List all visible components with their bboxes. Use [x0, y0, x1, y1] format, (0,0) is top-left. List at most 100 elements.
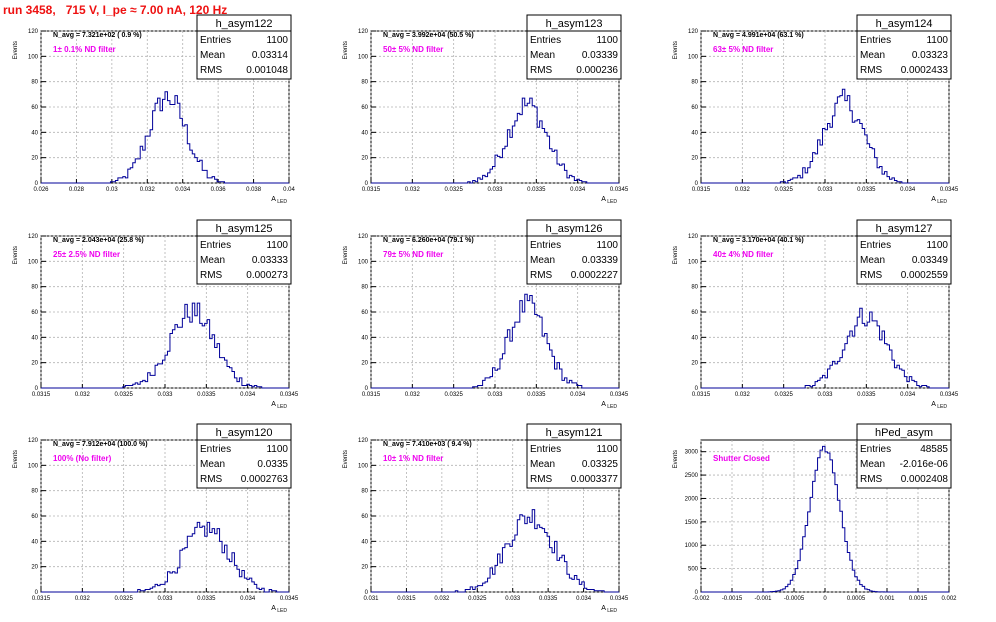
x-tick-label: 0.028 [69, 187, 85, 193]
stats-box [856, 423, 952, 489]
y-tick-label: 120 [688, 29, 699, 35]
y-tick-label: 60 [31, 514, 38, 520]
stats-box [196, 219, 292, 285]
stats-value: 0.0002408 [901, 474, 949, 485]
x-tick-label: 0.0345 [940, 187, 959, 193]
x-axis-label: A LED [931, 401, 947, 410]
x-tick-label: 0.0325 [774, 187, 793, 193]
x-tick-label: -0.001 [754, 596, 772, 602]
x-tick-label: -0.0015 [722, 596, 743, 602]
x-tick-label: 0.0325 [774, 392, 793, 398]
x-axis-label: A LED [931, 196, 947, 205]
y-tick-label: 120 [28, 438, 39, 444]
x-tick-label: 0.032 [405, 187, 421, 193]
x-tick-label: 0.03 [106, 187, 118, 193]
x-tick-label: 0.0015 [909, 596, 928, 602]
stats-value: 1100 [266, 240, 288, 251]
x-tick-label: 0.0325 [114, 596, 133, 602]
y-tick-label: 100 [28, 463, 39, 469]
y-tick-label: 1500 [685, 520, 699, 526]
histogram-panel: 0.0315 0.032 0.0325 0.033 0.0335 0.034 0.0345 0… [673, 14, 959, 205]
x-axis-label: A LED [601, 401, 617, 410]
x-tick-label: 0.0345 [280, 596, 299, 602]
stats-label: Mean [530, 50, 555, 61]
y-tick-label: 1000 [685, 543, 699, 549]
y-tick-label: 20 [361, 565, 368, 571]
x-tick-label: 0.0315 [362, 187, 381, 193]
page-title: run 3458, 715 V, I_pe ≈ 7.00 nA, 120 Hz [3, 3, 228, 17]
y-axis-label: Events [673, 41, 679, 59]
stats-label: Mean [200, 459, 225, 470]
stats-label: RMS [860, 65, 883, 76]
stats-value: 0.0002227 [571, 270, 619, 281]
stats-value: 1100 [596, 240, 618, 251]
stats-label: RMS [530, 270, 553, 281]
stats-label: Entries [530, 35, 561, 46]
y-tick-label: 80 [691, 80, 698, 86]
x-tick-label: 0.0345 [280, 392, 299, 398]
y-axis-label: Events [343, 246, 349, 264]
histogram-series [701, 307, 949, 389]
histogram-panel: 0.031 0.0315 0.032 0.0325 0.033 0.0335 0.034 0.… [343, 423, 629, 614]
y-tick-label: 60 [31, 310, 38, 316]
y-tick-label: 80 [361, 80, 368, 86]
x-tick-label: 0.0315 [32, 596, 51, 602]
stats-value: 1100 [266, 444, 288, 455]
stats-label: RMS [200, 270, 223, 281]
x-tick-label: 0.0345 [610, 596, 629, 602]
x-tick-label: 0.0315 [692, 392, 711, 398]
stats-value: 1100 [266, 35, 288, 46]
x-tick-label: 0.033 [817, 392, 833, 398]
y-tick-label: 60 [361, 105, 368, 111]
x-tick-label: 0.034 [240, 392, 256, 398]
y-tick-label: 100 [28, 259, 39, 265]
x-tick-label: 0.0325 [468, 596, 487, 602]
y-tick-label: 80 [31, 285, 38, 291]
y-tick-label: 120 [28, 29, 39, 35]
y-tick-label: 2500 [685, 473, 699, 479]
histogram-panel: -0.002 -0.0015 -0.001 -0.0005 0 0.0005 0.001 0.… [673, 423, 957, 602]
x-tick-label: 0.034 [576, 596, 592, 602]
stats-value: 1100 [926, 35, 948, 46]
histogram-series [701, 88, 949, 184]
x-tick-label: 0.0335 [527, 187, 546, 193]
x-axis-label: A LED [271, 605, 287, 614]
y-tick-label: 20 [361, 361, 368, 367]
filter-annotation: 50± 5% ND filter [383, 45, 443, 54]
stats-box [526, 14, 622, 80]
x-tick-label: 0.031 [363, 596, 379, 602]
histogram-series [701, 445, 949, 593]
y-tick-label: 0 [35, 386, 39, 392]
stats-value: 0.0002433 [901, 65, 949, 76]
filter-annotation: 25± 2.5% ND filter [53, 250, 120, 259]
stats-value: 0.03339 [582, 50, 619, 61]
stats-box [526, 423, 622, 489]
y-tick-label: 0 [695, 181, 699, 187]
x-tick-label: 0.0315 [32, 392, 51, 398]
stats-value: 0.0002559 [901, 270, 949, 281]
stats-box [196, 14, 292, 80]
y-tick-label: 60 [361, 310, 368, 316]
stats-label: Entries [860, 35, 891, 46]
stats-value: 1100 [596, 444, 618, 455]
x-tick-label: 0.026 [33, 187, 49, 193]
stats-box [196, 423, 292, 489]
y-axis-label: Events [13, 450, 19, 468]
y-tick-label: 40 [31, 335, 38, 341]
stats-value: 0.03349 [912, 255, 949, 266]
x-tick-label: 0.0315 [397, 596, 416, 602]
navg-label: N_avg = 2.043e+04 (25.8 %) [53, 237, 144, 244]
x-tick-label: 0.04 [283, 187, 295, 193]
x-tick-label: 0.034 [900, 187, 916, 193]
x-axis-label: A LED [601, 196, 617, 205]
x-tick-label: 0.0335 [197, 596, 216, 602]
stats-label: Entries [530, 444, 561, 455]
y-axis-label: Events [343, 450, 349, 468]
x-tick-label: 0.034 [175, 187, 191, 193]
x-axis-label: A LED [271, 196, 287, 205]
stats-value: 0.001048 [246, 65, 288, 76]
stats-value: 0.0002763 [241, 474, 289, 485]
stats-value: 1100 [926, 240, 948, 251]
y-tick-label: 40 [31, 539, 38, 545]
stats-value: -2.016e-06 [900, 459, 949, 470]
